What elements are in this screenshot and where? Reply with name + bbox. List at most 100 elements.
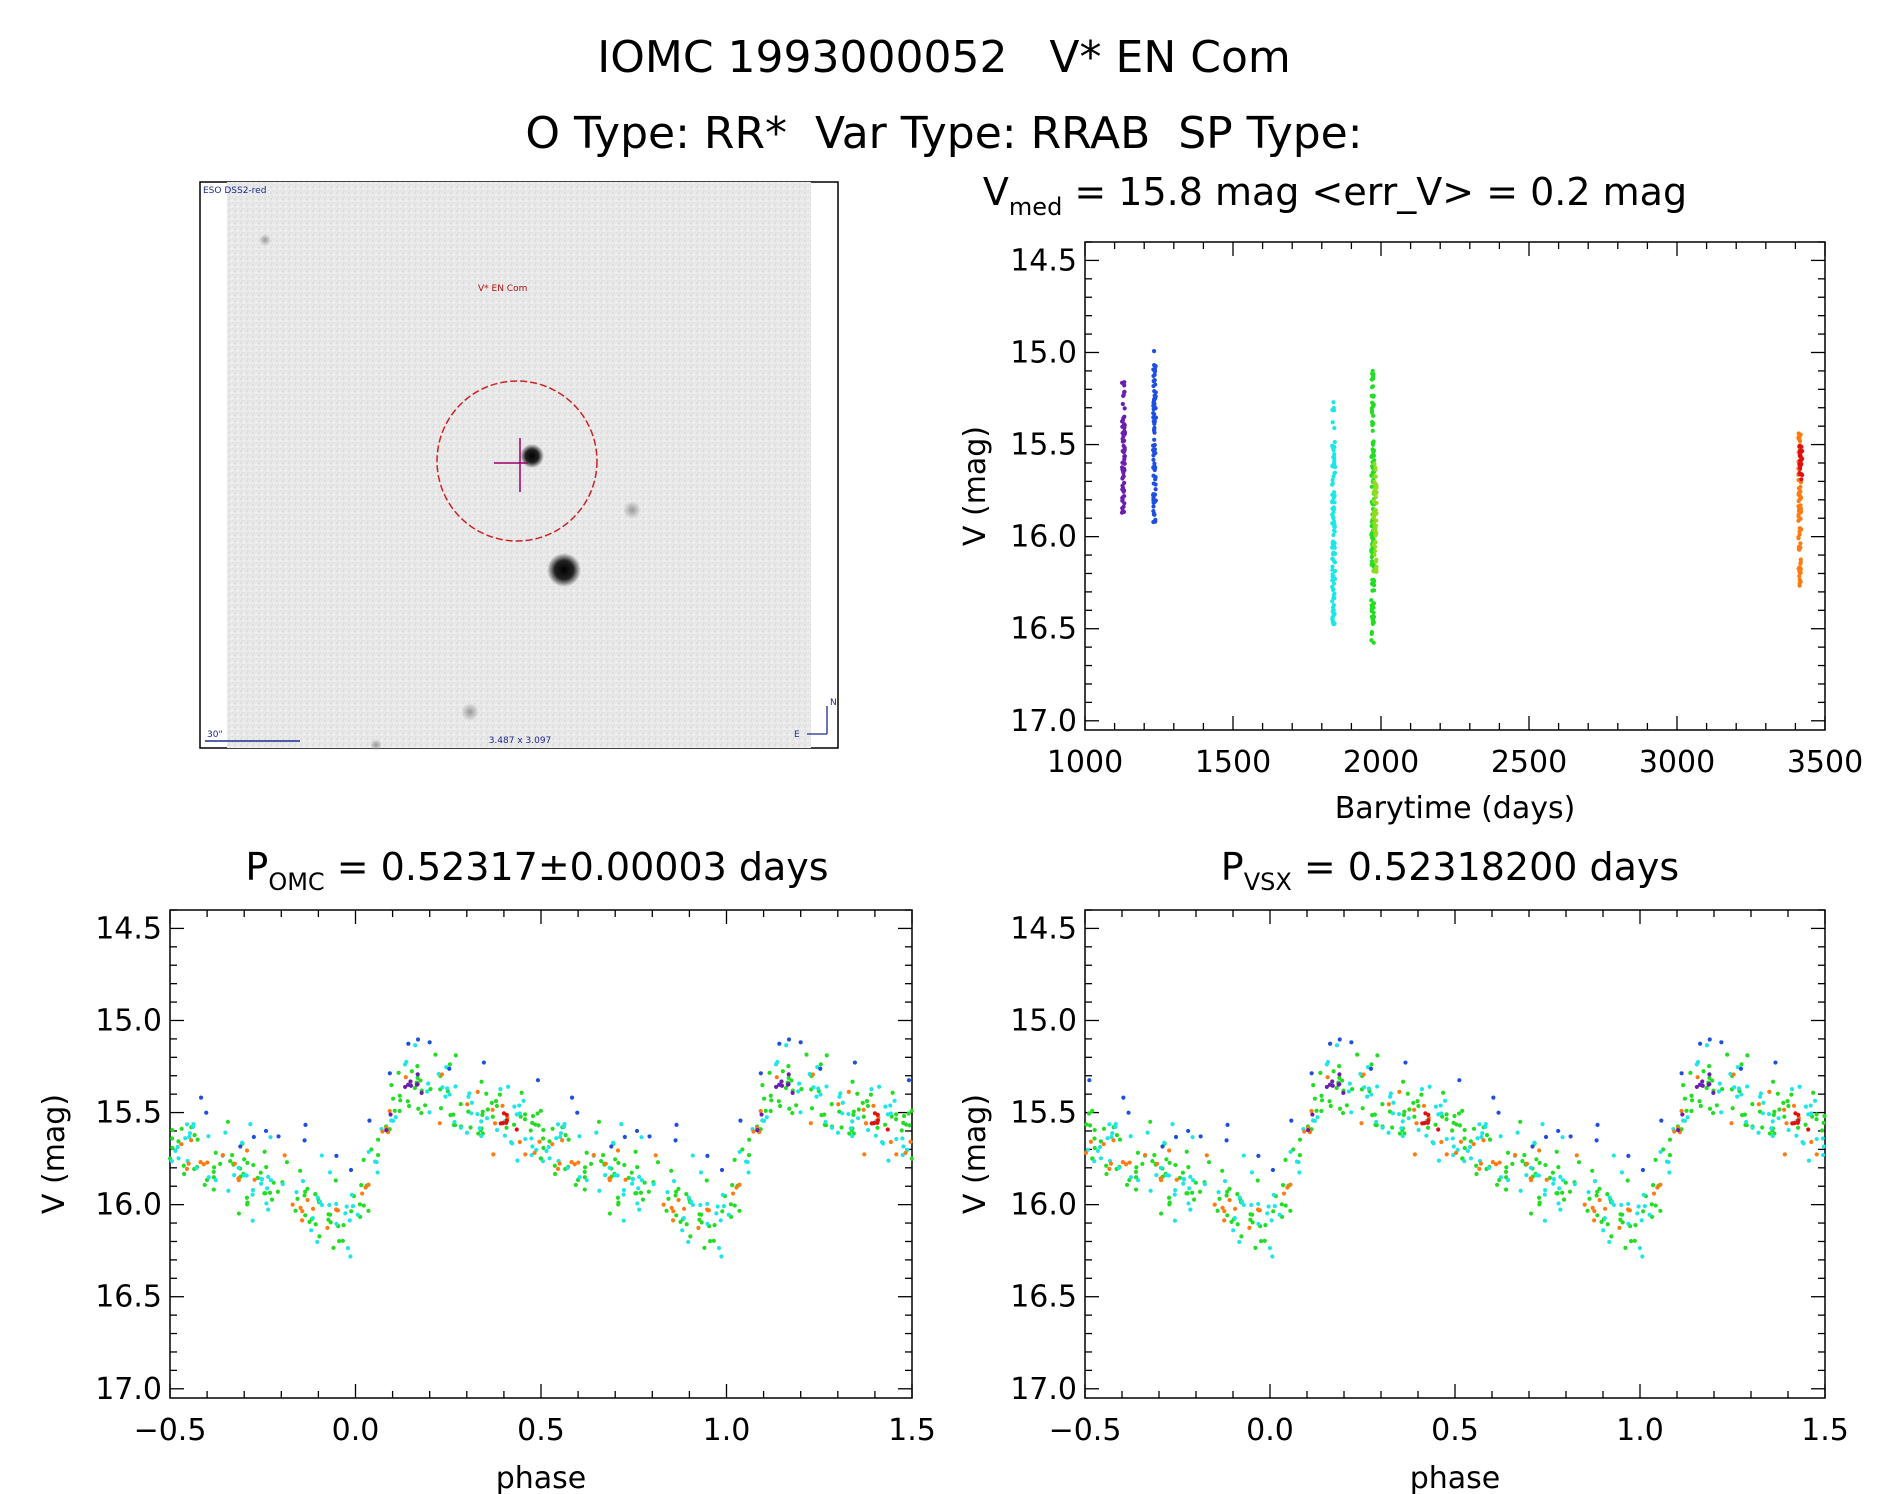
data-point — [621, 1192, 626, 1197]
data-point — [201, 1162, 206, 1167]
data-point — [1122, 454, 1127, 459]
faint-star — [259, 234, 271, 246]
data-point — [374, 1159, 379, 1165]
data-point — [1551, 1181, 1556, 1186]
data-point — [1707, 1106, 1713, 1111]
data-point — [302, 1193, 307, 1198]
data-point — [1791, 1103, 1797, 1108]
data-point — [1452, 1113, 1457, 1119]
light-curve-points — [1119, 348, 1805, 645]
data-point — [1122, 445, 1127, 450]
data-point — [767, 1070, 772, 1075]
data-point — [1628, 1239, 1634, 1244]
data-point — [453, 1084, 458, 1089]
data-point — [427, 1040, 432, 1045]
data-point — [1785, 1099, 1790, 1104]
data-point — [1098, 1156, 1104, 1161]
data-point — [1684, 1108, 1689, 1113]
data-point — [1542, 1192, 1547, 1197]
data-point — [1534, 1157, 1539, 1162]
data-point — [1477, 1122, 1482, 1127]
data-point — [1795, 1125, 1801, 1130]
data-point — [862, 1152, 867, 1157]
data-point — [529, 1136, 534, 1141]
data-point — [271, 1180, 276, 1185]
data-point — [651, 1182, 656, 1187]
data-point — [1330, 556, 1335, 562]
data-point — [621, 1188, 627, 1193]
data-point — [1412, 1114, 1417, 1119]
data-point — [745, 1159, 750, 1165]
data-point — [899, 1128, 904, 1133]
data-point — [596, 1119, 602, 1124]
data-point — [626, 1175, 631, 1180]
data-point — [325, 1225, 330, 1230]
data-point — [1104, 1171, 1109, 1177]
data-point — [498, 1087, 503, 1092]
data-point — [1310, 1112, 1315, 1117]
data-point — [1786, 1127, 1791, 1133]
data-point — [1370, 368, 1375, 374]
data-point — [621, 1218, 626, 1223]
data-point — [698, 1170, 704, 1175]
data-point — [1324, 1062, 1329, 1067]
data-point — [1337, 1037, 1342, 1042]
data-point — [307, 1219, 312, 1224]
data-point — [1152, 421, 1157, 427]
data-point — [1695, 1075, 1700, 1080]
data-point — [517, 1103, 522, 1108]
data-point — [1433, 1122, 1438, 1127]
data-point — [705, 1207, 710, 1212]
y-tick-label: 14.5 — [1010, 243, 1077, 278]
data-point — [576, 1160, 581, 1165]
data-point — [501, 1111, 507, 1116]
data-point — [597, 1188, 602, 1193]
data-point — [1431, 1141, 1436, 1146]
data-point — [1297, 1170, 1302, 1175]
data-point — [493, 1099, 499, 1104]
data-point — [1088, 1139, 1094, 1144]
data-point — [1510, 1161, 1515, 1166]
data-point — [1782, 1107, 1787, 1112]
data-point — [398, 1098, 403, 1103]
data-point — [737, 1208, 742, 1213]
data-point — [1224, 1193, 1229, 1198]
y-tick-label: 17.0 — [95, 1372, 162, 1407]
data-point — [889, 1114, 894, 1119]
data-point — [635, 1165, 640, 1170]
data-point — [774, 1075, 779, 1080]
data-point — [1444, 1152, 1449, 1157]
data-point — [633, 1149, 638, 1154]
data-point — [387, 1108, 392, 1114]
data-point — [615, 1148, 621, 1153]
data-point — [195, 1137, 200, 1142]
data-point — [443, 1094, 448, 1099]
data-point — [1212, 1202, 1217, 1207]
data-point — [347, 1218, 352, 1223]
data-point — [616, 1160, 621, 1165]
data-point — [1263, 1222, 1268, 1228]
compass-east: E — [794, 730, 800, 740]
data-point — [1135, 1178, 1141, 1183]
data-point — [776, 1099, 781, 1104]
data-point — [1309, 1071, 1314, 1076]
data-point — [1602, 1206, 1608, 1211]
data-point — [1396, 1111, 1402, 1117]
data-point — [175, 1144, 180, 1150]
data-point — [1707, 1072, 1712, 1077]
data-point — [1160, 1144, 1165, 1149]
data-point — [1122, 414, 1127, 419]
data-point — [699, 1212, 704, 1217]
data-point — [1798, 510, 1803, 515]
data-point — [1337, 1064, 1342, 1069]
data-point — [872, 1111, 878, 1116]
data-point — [1133, 1187, 1139, 1192]
data-point — [1122, 501, 1127, 506]
data-point — [577, 1175, 582, 1180]
data-point — [1821, 1120, 1826, 1125]
data-point — [415, 1082, 420, 1087]
data-point — [823, 1119, 828, 1125]
data-point — [1806, 1112, 1811, 1117]
data-point — [1796, 535, 1801, 540]
